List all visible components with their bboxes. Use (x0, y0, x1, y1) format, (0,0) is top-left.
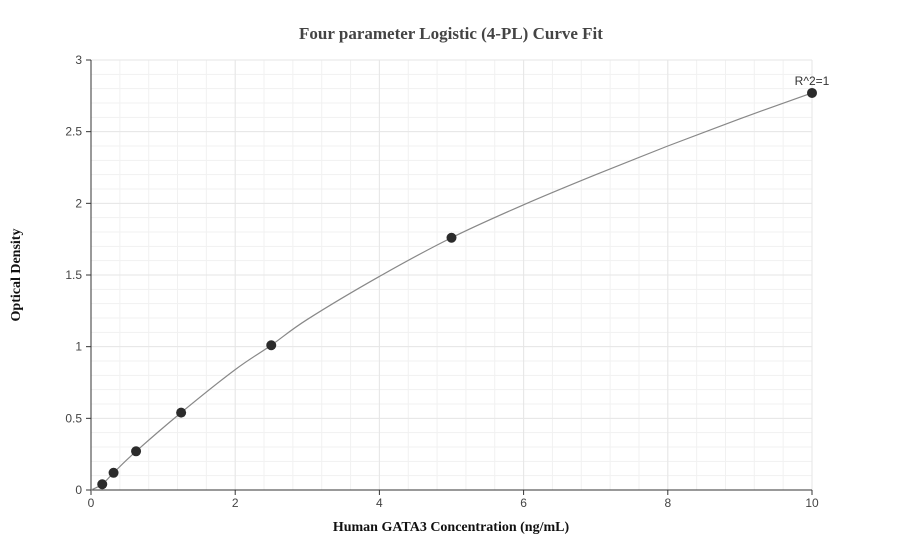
y-tick-label: 1.5 (65, 268, 82, 282)
fit-curve (90, 92, 813, 491)
data-point (97, 479, 108, 490)
curve-layer (90, 92, 813, 491)
chart-title: Four parameter Logistic (4-PL) Curve Fit (299, 24, 603, 43)
y-axis-title: Optical Density (9, 229, 24, 322)
x-axis-title: Human GATA3 Concentration (ng/mL) (333, 520, 570, 535)
x-tick-label: 2 (232, 496, 239, 510)
data-point (176, 407, 187, 418)
axis-layer (86, 59, 813, 495)
point-layer (97, 87, 817, 490)
x-tick-label: 0 (88, 496, 95, 510)
x-tick-label: 10 (805, 496, 819, 510)
y-tick-label: 1 (75, 340, 82, 354)
data-point (266, 340, 277, 351)
x-tick-label: 6 (520, 496, 527, 510)
data-point (131, 446, 142, 457)
y-tick-label: 2.5 (65, 125, 82, 139)
label-layer: 0 2 4 6 8 10 0 0.5 1 1.5 2 2.5 3 R^2=1 (65, 53, 829, 510)
grid-layer (90, 59, 813, 491)
x-tick-label: 4 (376, 496, 383, 510)
y-tick-label: 2 (75, 196, 82, 210)
r-squared-annotation: R^2=1 (795, 74, 830, 88)
y-tick-label: 3 (75, 53, 82, 67)
y-tick-label: 0.5 (65, 411, 82, 425)
y-tick-label: 0 (75, 483, 82, 497)
data-point (446, 232, 457, 243)
data-point (108, 467, 119, 478)
data-point (807, 87, 817, 98)
x-tick-label: 8 (664, 496, 671, 510)
